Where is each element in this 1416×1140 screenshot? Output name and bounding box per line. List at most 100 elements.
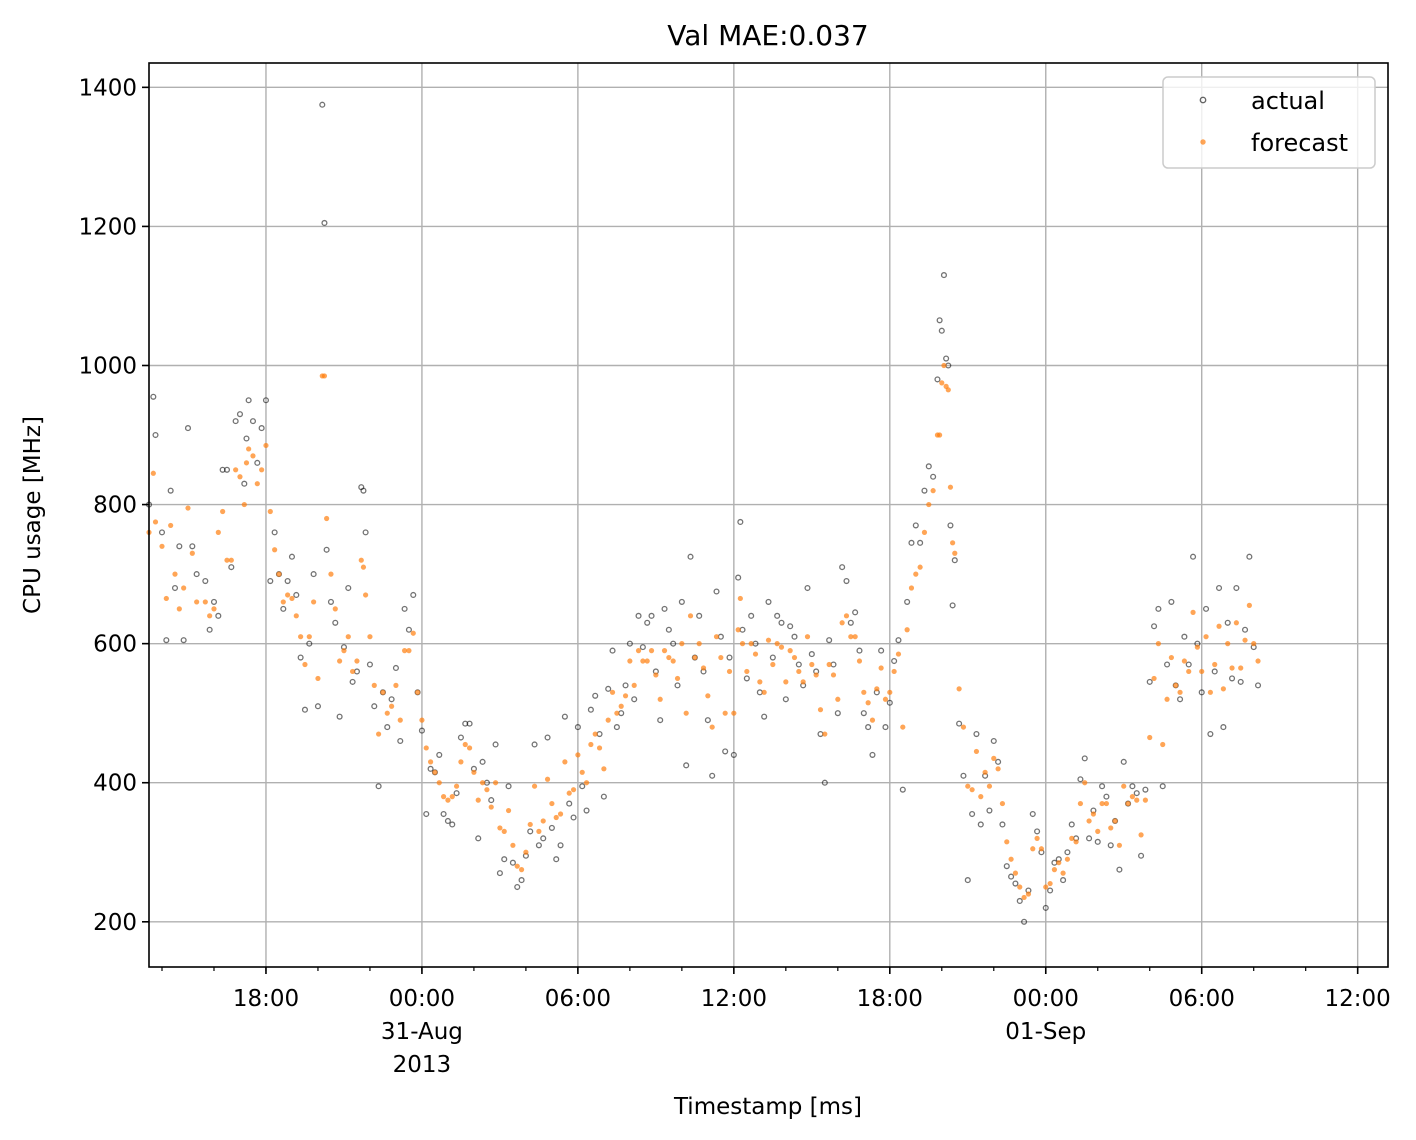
point-actual [193, 571, 200, 578]
point-actual [670, 640, 677, 647]
point-forecast [783, 679, 789, 685]
point-forecast [289, 595, 295, 602]
point-actual [1190, 553, 1197, 560]
point-forecast [393, 682, 399, 688]
point-actual [882, 724, 889, 731]
point-actual [1042, 904, 1049, 911]
point-actual [947, 522, 954, 529]
point-actual [1120, 758, 1127, 765]
point-actual [167, 487, 174, 494]
point-actual [232, 418, 239, 425]
point-forecast [1138, 832, 1144, 838]
point-forecast [709, 724, 715, 730]
x-tick-label: 18:00 [233, 986, 299, 1012]
point-forecast [1168, 654, 1174, 661]
point-forecast [505, 807, 512, 814]
point-forecast [202, 599, 208, 605]
point-actual [280, 605, 287, 612]
point-forecast [1056, 860, 1062, 866]
point-forecast [1242, 637, 1248, 643]
point-forecast [696, 641, 702, 647]
point-forecast [1125, 800, 1131, 807]
point-actual [410, 591, 417, 599]
point-forecast [1021, 894, 1027, 901]
point-forecast [540, 818, 546, 824]
point-forecast [1246, 602, 1252, 609]
point-forecast [1216, 623, 1222, 629]
point-forecast [770, 661, 776, 668]
point-actual [314, 703, 322, 710]
point-forecast [1251, 641, 1257, 647]
point-actual [986, 807, 993, 814]
point-actual [938, 327, 945, 334]
point-forecast [376, 731, 382, 737]
x-axis-ticks: 18:00 00:00 31-Aug 2013 06:00 12:00 18:00 00:00… [161, 967, 1391, 1078]
point-actual [661, 605, 668, 612]
point-actual [1207, 730, 1214, 738]
point-forecast [735, 627, 741, 633]
point-actual [1246, 553, 1253, 560]
point-forecast [332, 606, 338, 612]
point-actual [925, 463, 932, 470]
point-actual [479, 758, 486, 765]
point-forecast [622, 693, 629, 699]
point-actual [600, 793, 607, 800]
point-forecast [1181, 658, 1187, 664]
y-tick-label: 1000 [78, 353, 137, 379]
point-actual [834, 710, 841, 717]
point-actual [964, 877, 971, 884]
point-forecast [869, 717, 876, 723]
point-actual [436, 751, 443, 758]
point-actual [765, 598, 772, 605]
point-forecast [822, 731, 828, 737]
point-forecast [254, 481, 260, 487]
point-actual [949, 602, 956, 609]
point-forecast [410, 630, 416, 636]
point-actual [475, 835, 482, 842]
point-forecast [1082, 780, 1088, 786]
x-tick-label: 00:00 [389, 986, 455, 1012]
point-forecast [328, 571, 334, 577]
point-forecast [185, 505, 191, 511]
point-actual [397, 737, 404, 745]
point-actual [1202, 605, 1210, 612]
point-actual [360, 487, 367, 494]
point-actual [366, 661, 373, 668]
point-actual [284, 578, 291, 585]
point-actual [895, 637, 902, 644]
point-forecast [1017, 884, 1023, 890]
point-forecast [1142, 797, 1148, 803]
point-forecast [1064, 856, 1071, 862]
point-forecast [397, 717, 403, 723]
point-forecast [484, 787, 490, 793]
point-forecast [687, 613, 694, 619]
point-actual [288, 553, 296, 560]
point-actual [150, 393, 157, 400]
point-forecast [1238, 665, 1244, 671]
point-actual [587, 706, 594, 713]
point-forecast [856, 658, 863, 664]
point-forecast [514, 863, 520, 869]
point-actual [990, 737, 997, 745]
legend: actual forecast [1162, 76, 1376, 169]
point-actual [1146, 678, 1153, 685]
point-forecast [969, 787, 975, 793]
point-forecast [1077, 800, 1084, 807]
point-forecast [726, 668, 733, 675]
point-forecast [321, 373, 328, 379]
point-forecast [523, 849, 529, 855]
point-actual [843, 578, 850, 585]
point-forecast [618, 703, 624, 709]
point-forecast [878, 665, 884, 671]
point-forecast [285, 592, 291, 598]
point-forecast [358, 557, 364, 563]
point-actual [826, 637, 833, 644]
point-forecast [674, 675, 681, 682]
point-actual [639, 644, 646, 651]
y-tick-label: 800 [93, 493, 137, 519]
point-forecast [557, 811, 564, 817]
point-actual [557, 842, 564, 849]
point-actual [737, 518, 744, 526]
point-forecast [544, 776, 551, 782]
point-actual [540, 835, 547, 842]
